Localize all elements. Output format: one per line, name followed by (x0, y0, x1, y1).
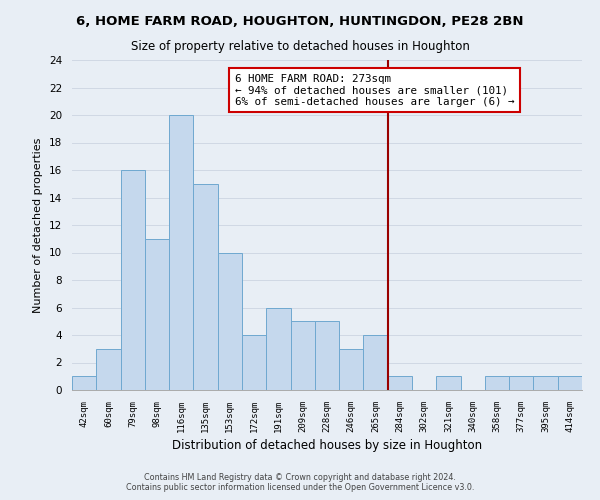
Bar (388, 376, 412, 390)
Bar (96, 349, 121, 390)
Text: Size of property relative to detached houses in Houghton: Size of property relative to detached ho… (131, 40, 469, 53)
Bar (169, 115, 193, 390)
Bar (145, 239, 169, 390)
Bar (315, 322, 339, 390)
Bar (266, 308, 290, 390)
Bar (558, 376, 582, 390)
Bar (533, 376, 558, 390)
Bar (242, 335, 266, 390)
Bar (339, 349, 364, 390)
Bar (121, 170, 145, 390)
Bar (193, 184, 218, 390)
Text: 6 HOME FARM ROAD: 273sqm
← 94% of detached houses are smaller (101)
6% of semi-d: 6 HOME FARM ROAD: 273sqm ← 94% of detach… (235, 74, 514, 107)
Bar (72, 376, 96, 390)
Text: Contains HM Land Registry data © Crown copyright and database right 2024.
Contai: Contains HM Land Registry data © Crown c… (126, 473, 474, 492)
Bar (364, 335, 388, 390)
Bar (485, 376, 509, 390)
Bar (509, 376, 533, 390)
Text: 6, HOME FARM ROAD, HOUGHTON, HUNTINGDON, PE28 2BN: 6, HOME FARM ROAD, HOUGHTON, HUNTINGDON,… (76, 15, 524, 28)
Bar (218, 252, 242, 390)
X-axis label: Distribution of detached houses by size in Houghton: Distribution of detached houses by size … (172, 439, 482, 452)
Y-axis label: Number of detached properties: Number of detached properties (34, 138, 43, 312)
Bar (290, 322, 315, 390)
Bar (436, 376, 461, 390)
